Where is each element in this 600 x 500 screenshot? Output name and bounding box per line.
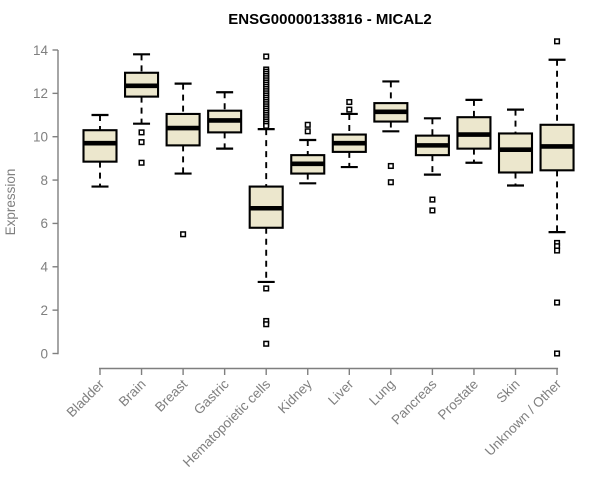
outlier-point — [138, 139, 145, 146]
boxplot-prostate — [456, 98, 492, 164]
outlier-point — [263, 340, 270, 347]
x-tick-label: Bladder — [64, 376, 108, 420]
boxplot-breast — [165, 82, 201, 238]
outlier-point — [429, 207, 436, 214]
outlier-point — [387, 179, 394, 186]
y-axis-title: Expression — [3, 169, 18, 236]
outlier-point — [429, 196, 436, 203]
boxplot-skin — [497, 108, 534, 187]
boxplot-series — [82, 38, 575, 357]
iqr-box — [82, 129, 118, 163]
x-tick-label: Unknown / Other — [482, 376, 565, 459]
outlier-point — [138, 129, 145, 136]
y-tick-label: 2 — [40, 303, 48, 318]
boxplot-gastric — [207, 91, 243, 150]
outlier-point — [554, 350, 561, 357]
x-tick-label: Liver — [325, 376, 357, 408]
outlier-point — [263, 53, 270, 60]
x-tick-label: Pancreas — [389, 376, 440, 427]
y-tick-label: 0 — [40, 346, 48, 361]
outlier-point — [304, 128, 311, 135]
outlier-point — [138, 159, 145, 166]
boxplot-brain — [124, 53, 160, 166]
outlier-point — [554, 38, 561, 45]
x-tick-label: Breast — [152, 376, 190, 414]
boxplot-liver — [331, 98, 367, 169]
x-tick-label: Prostate — [435, 377, 481, 423]
outlier-point — [554, 299, 561, 306]
x-tick-label: Kidney — [275, 376, 315, 416]
chart-title: ENSG00000133816 - MICAL2 — [228, 11, 431, 28]
outlier-point — [387, 162, 394, 170]
outlier-point — [346, 98, 353, 106]
outlier-point — [554, 247, 561, 254]
y-tick-label: 6 — [40, 216, 48, 231]
x-tick-label: Lung — [366, 377, 398, 409]
outlier-point — [180, 231, 187, 238]
iqr-box — [497, 132, 534, 174]
boxplot-lung — [373, 80, 409, 186]
x-tick-label: Gastric — [191, 376, 232, 417]
outlier-point — [346, 106, 353, 113]
boxplot-pancreas — [414, 117, 450, 214]
y-tick-label: 10 — [33, 130, 48, 145]
outlier-point — [304, 121, 311, 128]
x-tick-label: Skin — [493, 377, 522, 406]
y-tick-label: 8 — [40, 173, 48, 188]
y-tick-label: 14 — [33, 43, 49, 58]
boxplot-unknown-other — [539, 38, 575, 357]
boxplot-bladder — [82, 113, 118, 188]
y-tick-label: 4 — [40, 260, 48, 275]
boxplot-kidney — [290, 121, 326, 185]
x-tick-label: Brain — [116, 377, 149, 410]
outlier-point — [263, 285, 270, 292]
y-tick-label: 12 — [33, 86, 48, 101]
outlier-point — [263, 122, 270, 129]
boxplot-hematopoietic-cells — [248, 53, 284, 347]
outlier-point — [263, 321, 270, 328]
